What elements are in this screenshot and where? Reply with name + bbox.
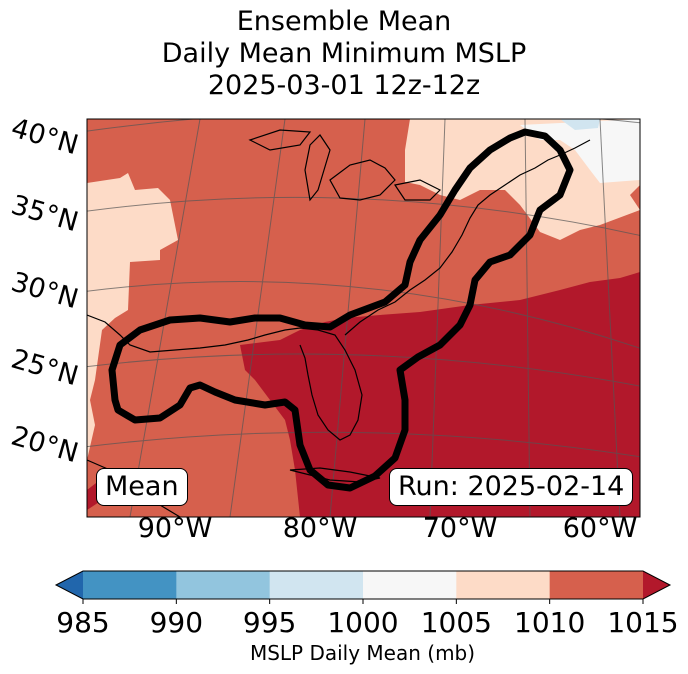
colorbar-tick-label-1010: 1010 — [514, 606, 586, 639]
lon-label-60w: 60°W — [562, 513, 638, 544]
colorbar — [54, 570, 672, 604]
colorbar-tick-label-1000: 1000 — [327, 606, 399, 639]
mean-label: Mean — [96, 468, 188, 506]
colorbar-under-arrow — [56, 571, 83, 599]
title-line-3: 2025-03-01 12z-12z — [207, 70, 481, 101]
lon-label-80w: 80°W — [282, 513, 358, 544]
lon-label-90w: 90°W — [137, 513, 213, 544]
field-995-1000-ne — [520, 119, 640, 183]
colorbar-bin-995 — [269, 571, 364, 599]
colorbar-over-arrow — [643, 571, 670, 599]
title-line-1: Ensemble Mean — [236, 6, 452, 37]
colorbar-tick-label-985: 985 — [56, 606, 110, 639]
contour-outline — [108, 128, 574, 492]
map-frame — [86, 118, 641, 518]
colorbar-label: MSLP Daily Mean (mb) — [249, 641, 476, 665]
colorbar-tick-label-1015: 1015 — [607, 606, 679, 639]
lon-label-70w: 70°W — [422, 513, 498, 544]
coastlines — [87, 129, 591, 517]
colorbar-tick-label-995: 995 — [242, 606, 297, 639]
colorbar-bin-985 — [83, 571, 177, 599]
field-1000-1005-west — [87, 119, 178, 460]
field-1010-1015 — [240, 272, 640, 517]
run-date-label: Run: 2025-02-14 — [389, 468, 634, 506]
field-990-995-ne — [560, 119, 600, 130]
map-panel — [87, 119, 640, 517]
colorbar-tick-label-1005: 1005 — [420, 606, 492, 639]
colorbar-tick-label-990: 990 — [149, 606, 204, 639]
colorbar-bin-1010 — [549, 571, 644, 599]
title-line-2: Daily Mean Minimum MSLP — [161, 38, 527, 69]
colorbar-bin-990 — [176, 571, 271, 599]
colorbar-bin-1005 — [456, 571, 551, 599]
colorbar-bin-1000 — [363, 571, 457, 599]
